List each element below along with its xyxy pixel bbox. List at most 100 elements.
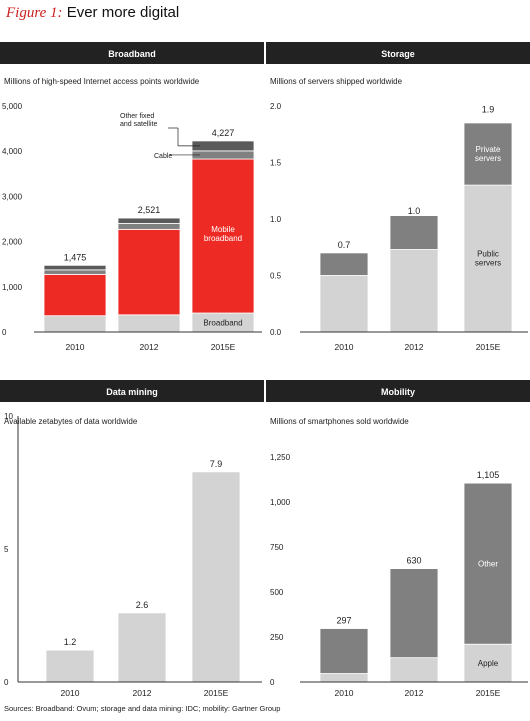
annotation-other: Other	[478, 560, 498, 569]
annotation-broadband: Broadband	[203, 319, 242, 328]
y-tick-label: 0	[4, 678, 9, 687]
x-tick-label: 2012	[405, 342, 424, 352]
y-tick-label: 5	[4, 545, 9, 554]
panel-title-storage: Storage	[381, 49, 415, 59]
annotation-private-servers-line: servers	[475, 154, 501, 163]
y-tick-label: 10	[4, 412, 13, 421]
annotation-other-fixed-line: Other fixed	[120, 113, 154, 120]
annotation-cable: Cable	[154, 153, 172, 160]
bar-mobility-other	[319, 628, 369, 674]
y-tick-label: 0.5	[270, 272, 282, 281]
y-tick-label: 2,000	[2, 238, 23, 247]
panel-title-broadband: Broadband	[108, 49, 156, 59]
bar-storage-private-servers	[319, 252, 369, 276]
y-tick-label: 1,000	[270, 498, 291, 507]
data-label: 7.9	[210, 459, 223, 469]
bar-mobility-apple	[463, 643, 513, 683]
source-note: Sources: Broadband: Ovum; storage and da…	[4, 704, 281, 713]
x-tick-label: 2015E	[476, 688, 501, 698]
mobility-panel: Mobility Millions of smartphones sold wor…	[266, 380, 530, 698]
y-tick-label: 4,000	[2, 147, 23, 156]
annotation-public-servers-line: Public	[477, 250, 499, 259]
data-label: 2.6	[136, 600, 149, 610]
panel-header-datamining	[0, 380, 264, 402]
bar-datamining-value	[45, 649, 95, 683]
annotation-mobile-broadband: Mobile broadband	[204, 225, 242, 243]
data-label: 1.0	[408, 206, 421, 216]
figure-label: Figure 1:	[6, 5, 63, 21]
bar-broadband-other-fixed-and-satellite	[117, 217, 181, 224]
panel-header-mobility	[266, 380, 530, 402]
data-label: 1.9	[482, 104, 495, 114]
bar-storage-private-servers	[389, 215, 439, 250]
x-tick-label: 2010	[66, 342, 85, 352]
x-tick-label: 2012	[140, 342, 159, 352]
panel-subtitle-mobility: Millions of smartphones sold worldwide	[270, 417, 409, 426]
data-label: 1.2	[64, 637, 77, 647]
x-tick-label: 2015E	[476, 342, 501, 352]
bar-broadband-mobile-broadband	[43, 273, 107, 317]
bar-broadband-mobile-broadband	[191, 158, 255, 314]
panel-subtitle-storage: Millions of servers shipped worldwide	[270, 77, 403, 86]
bar-datamining-value	[117, 612, 167, 683]
annotation-other-fixed: Other fixed and satellite	[120, 113, 157, 128]
bar-broadband-other-fixed-and-satellite	[43, 264, 107, 271]
y-tick-label: 3,000	[2, 192, 23, 201]
bar-broadband-cable	[117, 223, 181, 230]
y-tick-label: 0	[2, 328, 7, 337]
y-tick-label: 250	[270, 633, 284, 642]
panel-subtitle-datamining: Available zetabytes of data worldwide	[4, 417, 138, 426]
annotation-public-servers: Public servers	[475, 250, 501, 268]
panel-header-storage	[266, 42, 530, 64]
bar-broadband-cable	[191, 150, 255, 160]
annotation-other-fixed-line: and satellite	[120, 121, 157, 128]
y-tick-label: 500	[270, 588, 284, 597]
bar-mobility-apple	[319, 673, 369, 683]
bar-mobility-apple	[389, 657, 439, 683]
x-tick-label: 2015E	[211, 342, 236, 352]
data-label: 1,105	[477, 470, 500, 480]
x-tick-label: 2012	[405, 688, 424, 698]
data-label: 630	[406, 556, 421, 566]
annotation-apple: Apple	[478, 659, 499, 668]
y-tick-label: 1.5	[270, 159, 282, 168]
bar-storage-public-servers	[463, 184, 513, 333]
panel-header-broadband	[0, 42, 264, 64]
bar-datamining-value	[191, 471, 241, 683]
y-tick-label: 5,000	[2, 102, 23, 111]
x-tick-label: 2012	[133, 688, 152, 698]
annotation-private-servers-line: Private	[476, 145, 501, 154]
x-tick-label: 2015E	[204, 688, 229, 698]
bar-broadband-cable	[43, 269, 107, 275]
bar-broadband-other-fixed-and-satellite	[191, 140, 255, 152]
data-label: 2,521	[138, 205, 161, 215]
y-tick-label: 750	[270, 543, 284, 552]
bar-broadband-broadband	[43, 315, 107, 333]
x-tick-label: 2010	[335, 688, 354, 698]
y-tick-label: 0	[270, 678, 275, 687]
annotation-private-servers: Private servers	[475, 145, 501, 163]
data-label: 297	[336, 616, 351, 626]
y-tick-label: 1,000	[2, 283, 23, 292]
bar-broadband-mobile-broadband	[117, 228, 181, 316]
data-label: 0.7	[338, 240, 351, 250]
storage-panel: Storage Millions of servers shipped world…	[266, 42, 530, 352]
datamining-panel: Data mining Available zetabytes of data w…	[0, 380, 264, 698]
x-tick-label: 2010	[61, 688, 80, 698]
data-label: 4,227	[212, 128, 235, 138]
annotation-public-servers-line: servers	[475, 259, 501, 268]
y-tick-label: 2.0	[270, 102, 282, 111]
bar-storage-public-servers	[319, 275, 369, 333]
panel-title-datamining: Data mining	[106, 387, 158, 397]
panel-subtitle-broadband: Millions of high-speed Internet access p…	[4, 77, 200, 86]
annotation-mobile-broadband-line: broadband	[204, 234, 242, 243]
bar-mobility-other	[463, 482, 513, 645]
data-label: 1,475	[64, 252, 87, 262]
y-tick-label: 1,250	[270, 453, 291, 462]
bar-broadband-broadband	[117, 314, 181, 333]
figure-heading: Ever more digital	[66, 4, 180, 21]
broadband-panel: Broadband Millions of high-speed Internet…	[0, 42, 264, 352]
panel-title-mobility: Mobility	[381, 387, 415, 397]
annotation-mobile-broadband-line: Mobile	[211, 225, 235, 234]
bar-storage-private-servers	[463, 122, 513, 186]
